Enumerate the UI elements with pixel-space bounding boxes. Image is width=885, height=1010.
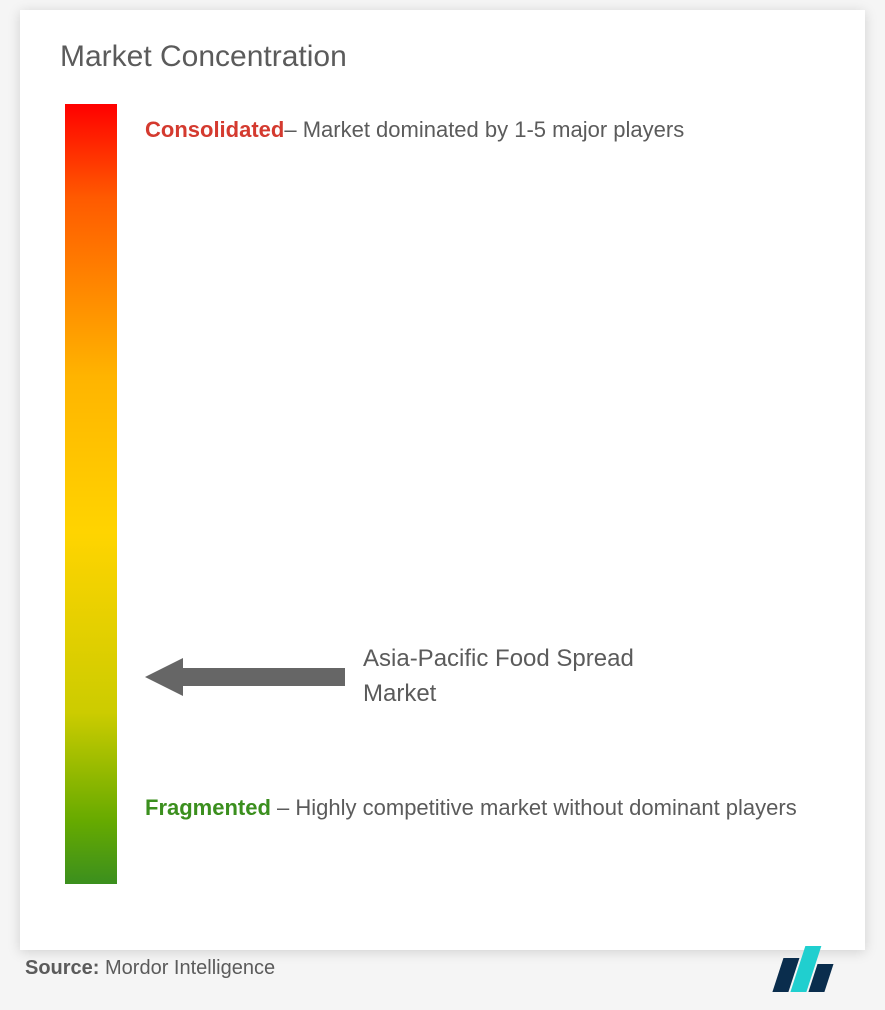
consolidated-label: Consolidated– Market dominated by 1-5 ma… (145, 106, 815, 154)
market-concentration-card: Market Concentration Consolidated– Marke… (20, 10, 865, 950)
fragmented-rest: – Highly competitive market without domi… (271, 795, 797, 820)
concentration-gradient-bar (65, 104, 117, 884)
source-value: Mordor Intelligence (99, 957, 275, 979)
market-marker-text: Asia-Pacific Food Spread Market (363, 642, 663, 712)
content-area: Consolidated– Market dominated by 1-5 ma… (60, 104, 825, 884)
source-text: Source: Mordor Intelligence (25, 957, 275, 980)
arrow-left-icon (145, 652, 345, 702)
footer: Source: Mordor Intelligence (25, 944, 860, 992)
consolidated-strong: Consolidated (145, 117, 284, 142)
source-label: Source: (25, 957, 99, 979)
market-marker-row: Asia-Pacific Food Spread Market (145, 642, 663, 712)
fragmented-label: Fragmented – Highly competitive market w… (145, 784, 815, 832)
mordor-logo-icon (764, 944, 860, 992)
card-title: Market Concentration (60, 40, 825, 74)
consolidated-rest: – Market dominated by 1-5 major players (284, 117, 684, 142)
arrow-shape (145, 658, 345, 696)
labels-area: Consolidated– Market dominated by 1-5 ma… (117, 104, 825, 884)
fragmented-strong: Fragmented (145, 795, 271, 820)
